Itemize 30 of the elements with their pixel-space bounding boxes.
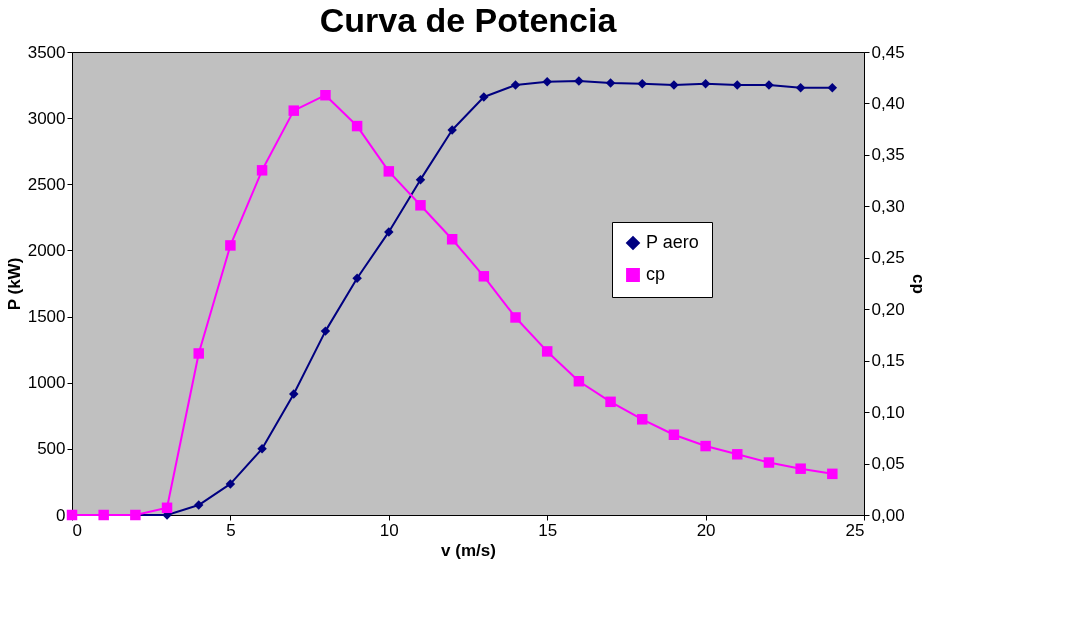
y2-axis-title: cp: [908, 274, 928, 294]
y-tick-label: 3500: [27, 42, 66, 62]
y-tick-label: 3000: [27, 108, 66, 128]
y2-tick-label: 0,45: [871, 42, 905, 62]
legend-label: P aero: [646, 232, 699, 252]
y2-tick-label: 0,20: [871, 299, 905, 319]
legend-label: cp: [646, 264, 666, 284]
y2-tick-label: 0,00: [871, 505, 905, 525]
y-tick-label: 0: [56, 505, 66, 525]
y2-tick-label: 0,10: [871, 402, 905, 422]
x-tick-label: 20: [696, 520, 716, 540]
y2-tick-label: 0,30: [871, 196, 905, 216]
y-tick-label: 2000: [27, 240, 66, 260]
y2-tick-label: 0,25: [871, 248, 905, 268]
y-axis-title: P (kW): [4, 257, 24, 311]
y-tick-label: 1000: [27, 373, 66, 393]
x-tick-label: 0: [72, 520, 82, 540]
y-tick-label: 1500: [27, 307, 66, 327]
x-tick-label: 5: [226, 520, 236, 540]
y2-tick-label: 0,15: [871, 351, 905, 371]
x-tick-label: 25: [845, 520, 865, 540]
chart-title: Curva de Potencia: [319, 1, 618, 39]
x-tick-label: 10: [379, 520, 399, 540]
y2-tick-label: 0,05: [871, 454, 905, 474]
y-tick-label: 500: [37, 439, 66, 459]
y2-tick-label: 0,35: [871, 145, 905, 165]
y2-tick-label: 0,40: [871, 93, 905, 113]
y-tick-label: 2500: [27, 174, 66, 194]
x-tick-label: 15: [538, 520, 558, 540]
x-axis-title: v (m/s): [441, 540, 496, 560]
